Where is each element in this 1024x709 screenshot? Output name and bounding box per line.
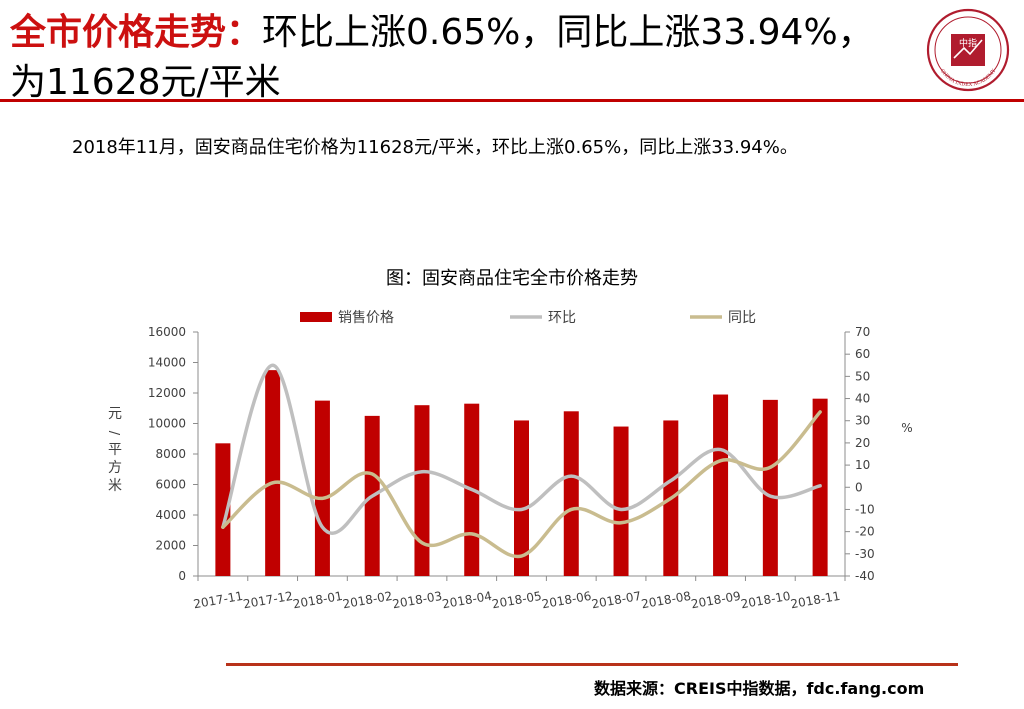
price-bar [215,443,231,576]
y-axis-label-char: 元 [108,406,122,422]
x-tick-label: 2018-10 [740,589,792,611]
right-tick-label: 20 [855,436,870,450]
x-tick-label: 2017-12 [242,589,294,611]
right-tick-label: -20 [855,525,875,539]
legend-label: 销售价格 [338,310,394,326]
left-tick-label: 12000 [148,386,186,400]
left-tick-label: 10000 [148,417,186,431]
right-tick-label: -40 [855,569,875,583]
logo-center-text: 中指 [959,37,977,49]
x-tick-label: 2018-02 [342,589,394,611]
right-tick-label: 10 [855,458,870,472]
right-tick-label: 60 [855,347,870,361]
page-title: 全市价格走势：环比上涨0.65%，同比上涨33.94%，为11628元/平米 [10,8,900,108]
title-rest: 环比上涨0.65%，同比上涨33.94%，为11628元/平米 [10,12,874,103]
chart-title: 图：固安商品住宅全市价格走势 [386,268,638,289]
price-bar [314,400,330,576]
right-tick-label: 70 [855,325,870,339]
right-tick-label: -30 [855,547,875,561]
x-tick-label: 2018-06 [541,589,593,611]
footer-divider [226,663,958,666]
x-tick-label: 2018-11 [790,589,842,611]
summary-text: 2018年11月，固安商品住宅价格为11628元/平米，环比上涨0.65%，同比… [72,137,798,158]
yoy-line [221,410,822,559]
mom-line [221,363,822,535]
x-tick-label: 2018-04 [441,589,493,611]
right-tick-label: 50 [855,369,870,383]
left-tick-label: 6000 [155,478,186,492]
legend-swatch-price [300,312,332,322]
y-axis-label-char: / [106,431,121,436]
x-tick-label: 2018-05 [491,589,543,611]
price-bar [613,426,629,576]
x-tick-label: 2017-11 [192,589,244,611]
china-index-academy-logo: 中指 CHINA INDEX ACADEMY [926,8,1010,92]
legend-label: 同比 [728,310,756,326]
price-bar [265,370,281,576]
left-tick-label: 14000 [148,356,186,370]
right-tick-label: 30 [855,414,870,428]
y-axis-label-char: 平 [108,442,122,458]
title-accent: 全市价格走势： [10,12,263,53]
y-axis-label-char: 方 [108,460,122,476]
left-tick-label: 8000 [155,447,186,461]
price-bar [514,420,529,576]
x-tick-label: 2018-03 [391,589,443,611]
price-trend-chart: 0 2000 4000 6000 8000 10000 12000 14000 16000 -40… [106,310,913,611]
data-source: 数据来源：CREIS中指数据，fdc.fang.com [594,679,925,698]
y2-axis-label: % [901,421,912,435]
right-tick-label: 40 [855,392,870,406]
header-divider [0,99,1024,102]
price-bar [713,394,729,576]
left-tick-label: 4000 [155,508,186,522]
x-tick-label: 2018-07 [590,589,642,611]
left-tick-label: 16000 [148,325,186,339]
x-tick-label: 2018-08 [640,589,692,611]
right-tick-label: -10 [855,502,875,516]
right-tick-label: 0 [855,480,863,494]
left-tick-label: 0 [178,569,186,583]
price-bar [762,399,778,576]
price-bar [414,405,430,576]
y-axis-label-char: 米 [108,478,122,494]
legend-label: 环比 [548,310,576,326]
price-bar [563,411,579,576]
x-tick-label: 2018-01 [292,589,344,611]
x-tick-label: 2018-09 [690,589,742,611]
left-tick-label: 2000 [155,539,186,553]
